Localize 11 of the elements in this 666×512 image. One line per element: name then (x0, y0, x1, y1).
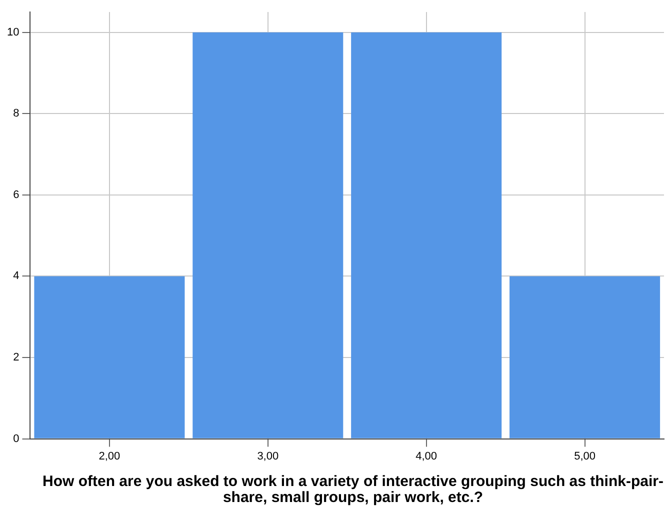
x-axis-title: How often are you asked to work in a variety of interactive grouping such as think-pair-share, small groups, pair work, etc.? (42, 473, 664, 506)
y-tick-label: 4 (13, 270, 20, 282)
x-tick-label: 4,00 (416, 450, 438, 462)
x-tick-label: 2,00 (98, 450, 120, 462)
y-tick-label: 8 (13, 108, 20, 120)
x-tick-label: 5,00 (574, 450, 596, 462)
y-tick-label: 2 (13, 352, 20, 364)
y-tick-label: 10 (6, 26, 20, 38)
y-tick-label: 0 (13, 432, 20, 445)
y-tick-label: 6 (13, 188, 20, 201)
x-tick-label: 3,00 (257, 450, 279, 462)
